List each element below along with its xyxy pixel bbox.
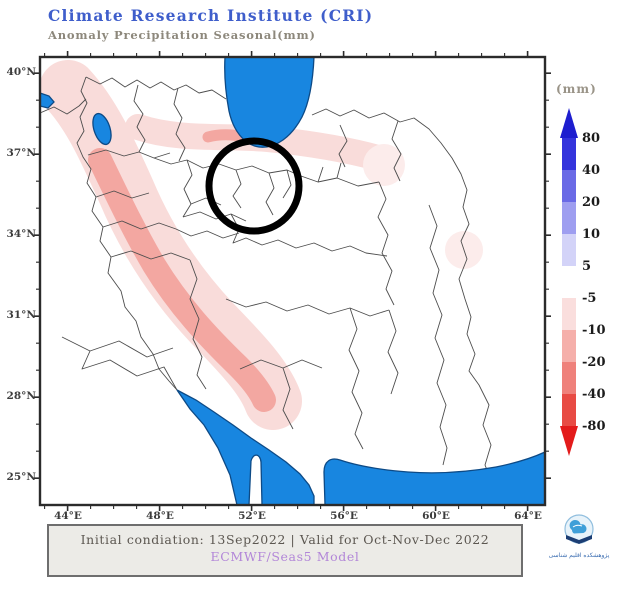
highlight-circle <box>205 137 303 235</box>
legend-value: -10 <box>582 323 606 338</box>
legend-value: 5 <box>582 259 592 274</box>
lat-tick-label: 31°N <box>6 309 36 321</box>
lon-tick-label: 44°E <box>54 510 82 522</box>
legend-value: 40 <box>582 163 601 178</box>
colorbar-segment <box>562 298 576 330</box>
institute-logo: پژوهشکده اقلیم شناسی <box>548 514 610 559</box>
minor-ticks <box>36 53 549 509</box>
legend-unit-label: (mm) <box>556 82 597 96</box>
lon-tick-label: 60°E <box>422 510 450 522</box>
persian-gulf <box>176 389 315 505</box>
legend-value: 80 <box>582 131 601 146</box>
legend-value: -5 <box>582 291 597 306</box>
page-title: Climate Research Institute (CRI) <box>48 6 374 25</box>
gulf-of-oman <box>323 451 545 505</box>
page-subtitle: Anomaly Precipitation Seasonal(mm) <box>48 28 316 42</box>
lon-tick-label: 48°E <box>146 510 174 522</box>
legend-value: 10 <box>582 227 601 242</box>
legend-value: -20 <box>582 355 606 370</box>
lon-tick-label: 64°E <box>514 510 542 522</box>
water-bodies <box>40 57 545 505</box>
map-frame <box>38 55 547 507</box>
colorbar-up-arrow <box>560 108 578 138</box>
lon-tick-label: 56°E <box>330 510 358 522</box>
run-info-bar: Initial condiation: 13Sep2022 | Valid fo… <box>47 524 523 577</box>
lat-tick-label: 37°N <box>6 147 36 159</box>
nw-lake <box>40 92 55 109</box>
colorbar-segment <box>562 394 576 426</box>
colorbar-segment <box>562 202 576 234</box>
iran-anomaly-map <box>34 51 551 511</box>
model-name-text: ECMWF/Seas5 Model <box>210 549 360 564</box>
colorbar-segment <box>562 138 576 170</box>
lat-tick-label: 34°N <box>6 228 36 240</box>
province-boundaries <box>40 76 492 476</box>
lat-tick-label: 25°N <box>6 471 36 483</box>
colorbar-segment <box>562 330 576 362</box>
legend-value: 20 <box>582 195 601 210</box>
institute-logo-emblem <box>564 514 594 544</box>
lat-tick-label: 28°N <box>6 390 36 402</box>
colorbar-segment <box>562 362 576 394</box>
initial-condition-text: Initial condiation: 13Sep2022 | Valid fo… <box>80 532 490 547</box>
institute-logo-caption: پژوهشکده اقلیم شناسی <box>548 552 610 559</box>
legend-value: -80 <box>582 419 606 434</box>
colorbar-segment <box>562 170 576 202</box>
lon-tick-label: 52°E <box>238 510 266 522</box>
colorbar-segment <box>562 234 576 266</box>
map-frame-ticks <box>34 51 551 511</box>
legend-colorbar <box>560 108 578 456</box>
legend-value: -40 <box>582 387 606 402</box>
lat-tick-label: 40°N <box>6 66 36 78</box>
lake-urmia <box>92 112 112 146</box>
caspian-sea <box>224 57 315 148</box>
colorbar-segment <box>562 266 576 298</box>
major-ticks <box>34 51 551 511</box>
colorbar-down-arrow <box>560 426 578 456</box>
